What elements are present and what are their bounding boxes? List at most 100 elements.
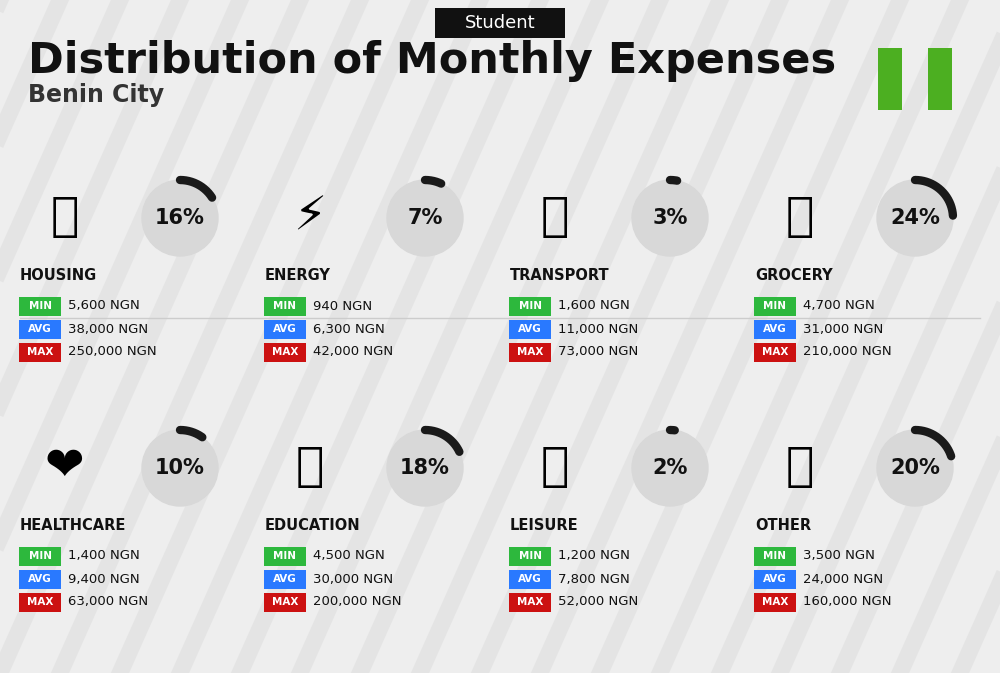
FancyBboxPatch shape: [19, 546, 61, 565]
FancyBboxPatch shape: [264, 297, 306, 316]
Text: 🎓: 🎓: [296, 446, 324, 491]
Text: 7%: 7%: [407, 208, 443, 228]
Text: 10%: 10%: [155, 458, 205, 478]
FancyBboxPatch shape: [509, 546, 551, 565]
FancyBboxPatch shape: [19, 320, 61, 339]
FancyBboxPatch shape: [264, 343, 306, 361]
Text: 4,700 NGN: 4,700 NGN: [803, 299, 875, 312]
Text: ENERGY: ENERGY: [265, 269, 331, 283]
Circle shape: [632, 180, 708, 256]
FancyBboxPatch shape: [754, 343, 796, 361]
Text: 7,800 NGN: 7,800 NGN: [558, 573, 630, 586]
Text: 9,400 NGN: 9,400 NGN: [68, 573, 140, 586]
Text: 31,000 NGN: 31,000 NGN: [803, 322, 883, 336]
Text: OTHER: OTHER: [755, 518, 811, 534]
Text: 24%: 24%: [890, 208, 940, 228]
Text: 🛍️: 🛍️: [541, 446, 569, 491]
Text: 🛒: 🛒: [786, 195, 814, 240]
Text: 11,000 NGN: 11,000 NGN: [558, 322, 638, 336]
Text: 1,400 NGN: 1,400 NGN: [68, 549, 140, 563]
Text: ⚡: ⚡: [293, 195, 327, 240]
Text: 5,600 NGN: 5,600 NGN: [68, 299, 140, 312]
Circle shape: [632, 430, 708, 506]
Circle shape: [142, 180, 218, 256]
Text: MIN: MIN: [764, 551, 786, 561]
Circle shape: [142, 430, 218, 506]
Text: 💰: 💰: [786, 446, 814, 491]
Text: 30,000 NGN: 30,000 NGN: [313, 573, 393, 586]
FancyBboxPatch shape: [264, 569, 306, 588]
Text: 18%: 18%: [400, 458, 450, 478]
Text: 24,000 NGN: 24,000 NGN: [803, 573, 883, 586]
FancyBboxPatch shape: [19, 569, 61, 588]
Text: TRANSPORT: TRANSPORT: [510, 269, 610, 283]
FancyBboxPatch shape: [754, 320, 796, 339]
Text: 4,500 NGN: 4,500 NGN: [313, 549, 385, 563]
Text: MAX: MAX: [762, 597, 788, 607]
Text: MAX: MAX: [272, 597, 298, 607]
Text: MIN: MIN: [764, 301, 786, 311]
Text: MAX: MAX: [272, 347, 298, 357]
FancyBboxPatch shape: [19, 297, 61, 316]
Text: AVG: AVG: [518, 324, 542, 334]
Text: 🏢: 🏢: [51, 195, 79, 240]
Text: MIN: MIN: [28, 551, 52, 561]
Text: 6,300 NGN: 6,300 NGN: [313, 322, 385, 336]
Text: Distribution of Monthly Expenses: Distribution of Monthly Expenses: [28, 40, 836, 82]
Text: MAX: MAX: [762, 347, 788, 357]
Text: 42,000 NGN: 42,000 NGN: [313, 345, 393, 359]
Text: Benin City: Benin City: [28, 83, 164, 107]
FancyBboxPatch shape: [19, 343, 61, 361]
Text: Student: Student: [465, 14, 535, 32]
Text: 3%: 3%: [652, 208, 688, 228]
Text: MAX: MAX: [517, 347, 543, 357]
Text: 🚌: 🚌: [541, 195, 569, 240]
Circle shape: [387, 430, 463, 506]
Text: 16%: 16%: [155, 208, 205, 228]
Text: AVG: AVG: [763, 574, 787, 584]
Text: 1,600 NGN: 1,600 NGN: [558, 299, 630, 312]
Text: GROCERY: GROCERY: [755, 269, 833, 283]
Text: MAX: MAX: [27, 347, 53, 357]
FancyBboxPatch shape: [435, 8, 565, 38]
Text: 200,000 NGN: 200,000 NGN: [313, 596, 402, 608]
FancyBboxPatch shape: [754, 546, 796, 565]
Text: MAX: MAX: [27, 597, 53, 607]
Text: 2%: 2%: [652, 458, 688, 478]
Text: 3,500 NGN: 3,500 NGN: [803, 549, 875, 563]
Text: AVG: AVG: [28, 574, 52, 584]
Text: 63,000 NGN: 63,000 NGN: [68, 596, 148, 608]
Text: AVG: AVG: [518, 574, 542, 584]
Text: 73,000 NGN: 73,000 NGN: [558, 345, 638, 359]
FancyBboxPatch shape: [264, 546, 306, 565]
Text: HEALTHCARE: HEALTHCARE: [20, 518, 126, 534]
FancyBboxPatch shape: [928, 48, 952, 110]
Text: 20%: 20%: [890, 458, 940, 478]
FancyBboxPatch shape: [509, 569, 551, 588]
FancyBboxPatch shape: [754, 297, 796, 316]
Text: 52,000 NGN: 52,000 NGN: [558, 596, 638, 608]
Circle shape: [387, 180, 463, 256]
Text: AVG: AVG: [28, 324, 52, 334]
FancyBboxPatch shape: [878, 48, 902, 110]
Text: 38,000 NGN: 38,000 NGN: [68, 322, 148, 336]
FancyBboxPatch shape: [509, 297, 551, 316]
FancyBboxPatch shape: [264, 592, 306, 612]
Text: 940 NGN: 940 NGN: [313, 299, 372, 312]
Text: ❤️: ❤️: [45, 446, 85, 491]
Circle shape: [877, 430, 953, 506]
Text: 210,000 NGN: 210,000 NGN: [803, 345, 892, 359]
Text: AVG: AVG: [273, 324, 297, 334]
Text: MIN: MIN: [28, 301, 52, 311]
Text: MIN: MIN: [518, 301, 542, 311]
FancyBboxPatch shape: [264, 320, 306, 339]
Text: AVG: AVG: [763, 324, 787, 334]
Text: LEISURE: LEISURE: [510, 518, 579, 534]
FancyBboxPatch shape: [19, 592, 61, 612]
Text: MIN: MIN: [518, 551, 542, 561]
Text: MIN: MIN: [274, 551, 296, 561]
FancyBboxPatch shape: [509, 592, 551, 612]
Text: HOUSING: HOUSING: [20, 269, 97, 283]
Text: MIN: MIN: [274, 301, 296, 311]
Text: 250,000 NGN: 250,000 NGN: [68, 345, 157, 359]
